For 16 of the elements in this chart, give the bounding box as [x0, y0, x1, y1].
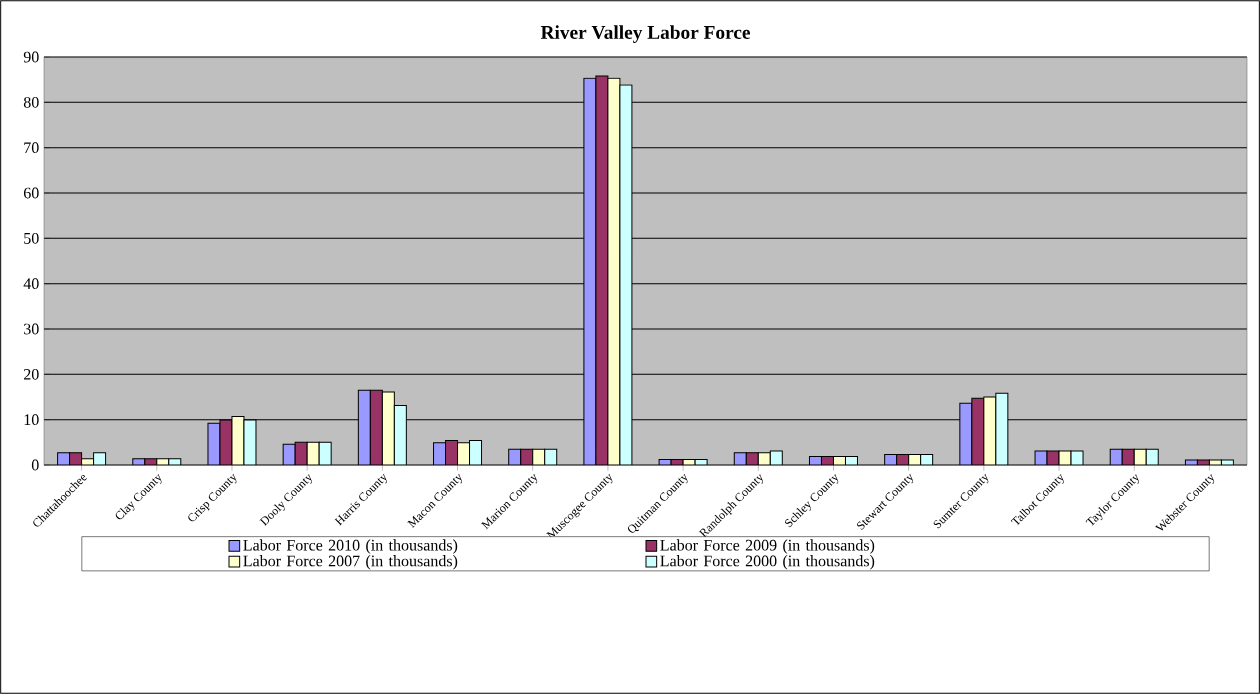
y-tick-label: 50	[24, 232, 39, 244]
y-tick-label: 90	[23, 51, 39, 63]
legend-label: Labor Force 2009 (in thousands)	[660, 539, 875, 554]
legend-label: Labor Force 2000 (in thousands)	[660, 555, 875, 570]
y-tick-label: 40	[23, 278, 39, 290]
y-tick-label: 20	[24, 368, 39, 380]
y-tick-label: 80	[23, 96, 39, 108]
chart-title: River Valley Labor Force	[540, 25, 751, 43]
y-tick-label: 70	[24, 142, 39, 154]
legend-label: Labor Force 2007 (in thousands)	[243, 555, 458, 570]
y-tick-label: 0	[31, 459, 39, 471]
y-tick-label: 10	[24, 414, 39, 426]
y-tick-label: 30	[24, 323, 39, 335]
bar	[369, 389, 383, 465]
legend-label: Labor Force 2010 (in thousands)	[243, 539, 458, 554]
y-tick-label: 60	[23, 187, 39, 199]
